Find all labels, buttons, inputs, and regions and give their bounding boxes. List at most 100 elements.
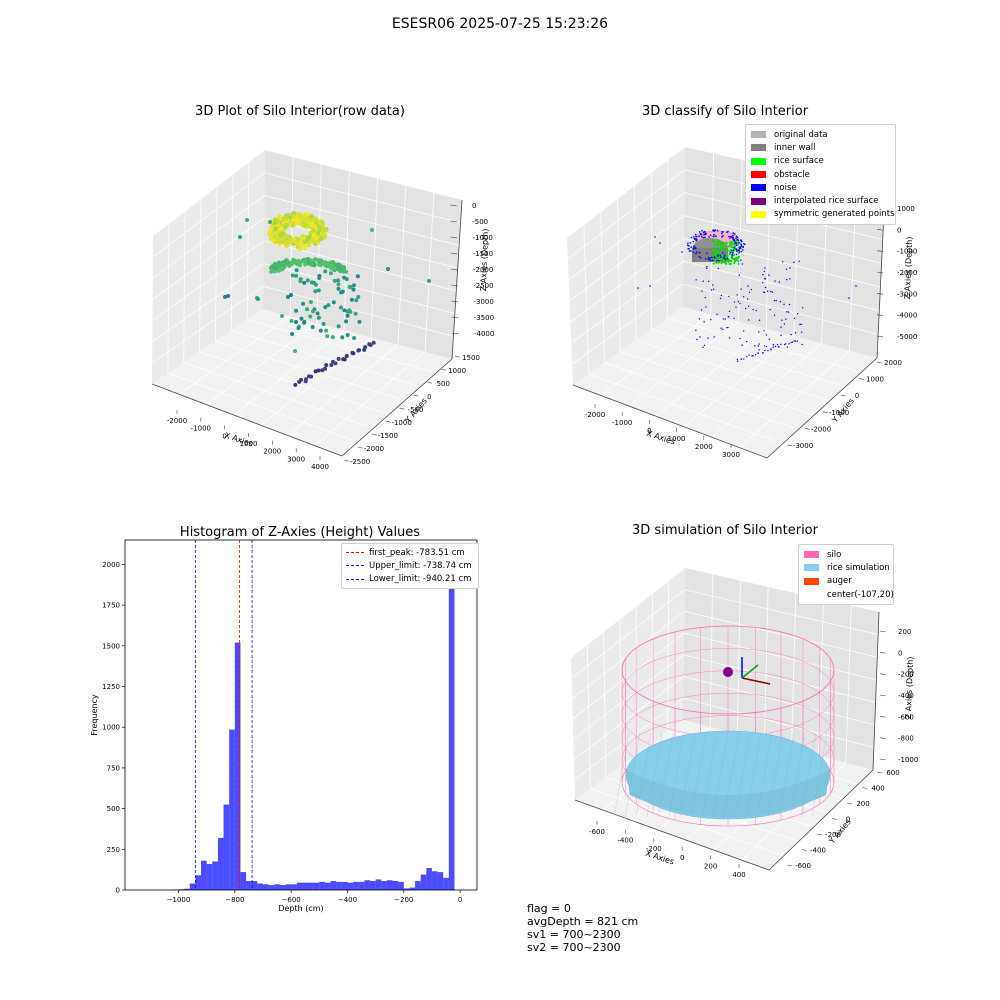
data-point xyxy=(302,239,308,245)
noise-point xyxy=(727,326,729,329)
histogram-bar xyxy=(336,881,342,890)
grid-line xyxy=(152,172,265,258)
grid-line xyxy=(635,340,830,402)
grid-line xyxy=(263,285,454,337)
noise-point xyxy=(775,299,777,302)
noise-point xyxy=(711,256,713,259)
histogram-title: Histogram of Z-Axies (Height) Values xyxy=(180,525,420,540)
data-point xyxy=(286,238,291,244)
grid-line xyxy=(573,676,684,760)
rice-mesh xyxy=(646,732,663,818)
noise-point xyxy=(778,281,781,283)
noise-point xyxy=(793,317,796,320)
y-tick-label: 1500 xyxy=(102,642,120,650)
noise-point xyxy=(796,340,798,342)
noise-point xyxy=(780,334,782,337)
tick-label: -500 xyxy=(472,218,488,226)
noise-point xyxy=(762,352,764,354)
tick-label: 0 xyxy=(647,427,651,435)
data-point xyxy=(284,222,290,228)
grid-line xyxy=(451,199,463,360)
rice-point xyxy=(727,260,730,263)
tick-label: 200 xyxy=(856,800,869,808)
grid-line xyxy=(152,195,265,279)
grid-line xyxy=(264,217,458,269)
legend-item: rice surface xyxy=(751,155,890,168)
histogram-chart: Histogram of Z-Axies (Height) Values −10… xyxy=(90,525,478,913)
rice-point xyxy=(722,243,725,246)
tick-label: 1000 xyxy=(240,440,258,448)
noise-point xyxy=(720,327,722,329)
tick-mark xyxy=(831,818,837,820)
noise-point xyxy=(698,235,700,237)
rice-mesh xyxy=(635,732,652,818)
noise-point xyxy=(703,231,705,233)
noise-point xyxy=(704,257,707,260)
noise-point xyxy=(688,245,690,247)
data-point xyxy=(296,258,301,264)
tick-label: -600 xyxy=(898,713,914,721)
tick-mark xyxy=(454,355,460,358)
rice-point xyxy=(713,246,716,249)
histogram-bar xyxy=(330,881,337,890)
histogram-bar xyxy=(448,556,455,890)
rice-point xyxy=(725,250,728,253)
grid-line xyxy=(651,328,846,387)
tick-label: 0 xyxy=(222,432,226,440)
grid-line xyxy=(600,313,711,396)
data-point xyxy=(357,319,362,324)
noise-point xyxy=(695,279,697,281)
noise-point xyxy=(721,236,723,238)
legend-label: symmetric generated points xyxy=(774,209,895,220)
data-point xyxy=(323,269,328,274)
noise-point xyxy=(705,306,707,308)
data-point xyxy=(298,377,303,382)
grid-line xyxy=(590,788,784,857)
z-axis-label: Z Axies (Depth) xyxy=(904,656,915,719)
tick-label: 600 xyxy=(886,769,899,777)
tick-mark xyxy=(427,381,433,384)
tick-label: 2000 xyxy=(695,443,713,451)
noise-point xyxy=(758,331,760,333)
tick-label: 1500 xyxy=(462,354,480,362)
data-point xyxy=(282,262,287,267)
data-point xyxy=(272,266,278,271)
data-point xyxy=(302,319,307,324)
histogram-bar xyxy=(268,885,275,890)
noise-point xyxy=(729,235,732,238)
tick-label: -1000 xyxy=(391,419,411,427)
grid-line xyxy=(167,372,358,443)
grid-line xyxy=(617,198,621,352)
noise-point xyxy=(733,233,736,235)
panel-histogram: Histogram of Z-Axies (Height) Values −10… xyxy=(80,520,500,920)
rice-point xyxy=(712,262,715,265)
legend-label: rice surface xyxy=(774,156,824,167)
data-point xyxy=(313,236,319,242)
data-point xyxy=(301,301,306,306)
tick-mark xyxy=(816,833,822,836)
histogram-bar xyxy=(212,861,218,890)
histogram-bar xyxy=(302,882,309,890)
rice-point xyxy=(729,241,732,244)
histogram-bar xyxy=(415,881,421,890)
legend-item: noise xyxy=(751,181,890,194)
noise-point xyxy=(740,358,742,360)
grid-line xyxy=(709,574,714,728)
grid-line xyxy=(764,586,769,742)
tick-label: -2500 xyxy=(473,282,493,290)
noise-point xyxy=(732,251,734,254)
grid-line xyxy=(314,351,426,447)
rice-point xyxy=(729,259,732,262)
grid-line xyxy=(370,178,378,338)
rice-point xyxy=(726,245,729,248)
noise-point xyxy=(689,242,692,244)
legend-label: center(-107,20) xyxy=(827,589,894,600)
data-point xyxy=(298,242,303,247)
data-point xyxy=(281,235,286,241)
rice-point xyxy=(715,249,718,252)
noise-point xyxy=(757,352,760,355)
noise-point xyxy=(780,326,782,328)
tick-label: -5000 xyxy=(897,333,917,341)
noise-point xyxy=(702,346,704,349)
grid-line xyxy=(572,384,768,459)
